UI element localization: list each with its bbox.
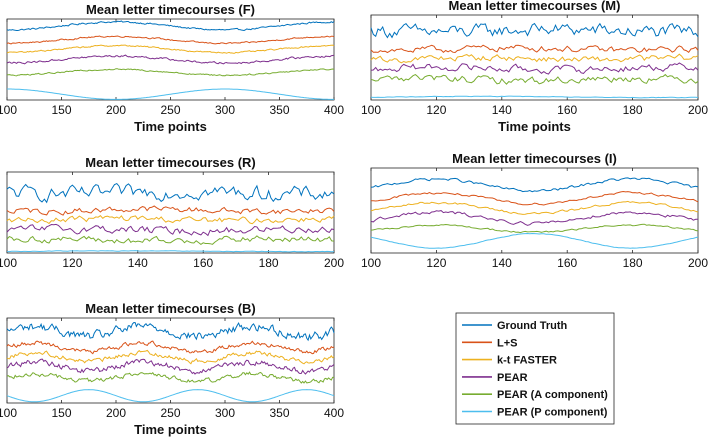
series-line-pear-p-component — [7, 88, 334, 100]
x-tick-label: 100 — [361, 256, 381, 270]
series-line-pear-a-component — [6, 68, 335, 77]
series-line-pear-a-component — [370, 73, 699, 85]
legend-frame — [455, 312, 615, 425]
chart-title: Mean letter timecourses (B) — [85, 301, 256, 316]
chart-title: Mean letter timecourses (R) — [85, 155, 256, 170]
series-line-pear — [6, 54, 335, 65]
chart-title: Mean letter timecourses (F) — [86, 2, 255, 17]
x-tick-label: 300 — [215, 103, 235, 117]
series-line-ground-truth — [370, 22, 699, 39]
series-line-l-s — [6, 340, 335, 355]
x-tick-label: 160 — [193, 256, 213, 270]
axes-frame — [6, 317, 335, 404]
x-tick-label: 150 — [51, 103, 71, 117]
series-line-ground-truth — [370, 177, 699, 193]
x-tick-label: 200 — [106, 406, 126, 420]
series-line-pear-p-component — [370, 232, 699, 249]
series-line-k-t-faster — [6, 349, 335, 365]
series-line-k-t-faster — [6, 215, 335, 225]
series-line-pear-p-component — [6, 389, 335, 403]
series-line-l-s — [371, 190, 699, 206]
x-tick-label: 140 — [128, 256, 148, 270]
x-tick-label: 200 — [688, 103, 708, 117]
series-line-ground-truth — [6, 321, 335, 342]
series-line-pear-a-component — [6, 235, 335, 246]
legend-label: PEAR — [497, 372, 528, 384]
x-tick-label: 100 — [0, 256, 17, 270]
subplot-i: Mean letter timecourses (I) 100 120 140 160 1… — [361, 151, 708, 270]
series-line-pear — [6, 358, 335, 375]
legend-label: PEAR (P component) — [497, 407, 608, 419]
x-tick-label: 400 — [324, 406, 344, 420]
series-line-k-t-faster — [6, 44, 335, 54]
series-line-pear — [370, 62, 699, 75]
x-tick-label: 120 — [426, 103, 446, 117]
series-line-ground-truth — [6, 182, 335, 204]
legend-label: Ground Truth — [497, 320, 568, 332]
x-tick-label: 180 — [259, 256, 279, 270]
subplot-b: Mean letter timecourses (B) 100 150 200 250 3… — [0, 301, 344, 437]
series-line-l-s — [6, 35, 335, 45]
series-line-l-s — [6, 205, 335, 216]
x-tick-label: 300 — [215, 406, 235, 420]
x-tick-label: 400 — [324, 103, 344, 117]
series-line-k-t-faster — [370, 200, 699, 215]
x-axis-label: Time points — [134, 422, 207, 437]
legend-label: PEAR (A component) — [497, 389, 608, 401]
legend-label: k-t FASTER — [497, 355, 557, 367]
x-tick-label: 180 — [623, 103, 643, 117]
x-tick-label: 180 — [623, 256, 643, 270]
series-line-pear-p-component — [370, 95, 699, 99]
subplot-m: Mean letter timecourses (M) 100 120 140 160 1… — [361, 0, 708, 134]
axes-frame — [370, 167, 699, 254]
series-line-pear-p-component — [7, 250, 335, 253]
x-axis-label: Time points — [498, 119, 571, 134]
x-tick-label: 140 — [492, 103, 512, 117]
x-tick-label: 120 — [62, 256, 82, 270]
x-tick-label: 350 — [269, 406, 289, 420]
chart-title: Mean letter timecourses (M) — [449, 0, 621, 13]
x-tick-label: 200 — [688, 256, 708, 270]
subplot-r: Mean letter timecourses (R) 100 120 140 160 1… — [0, 155, 344, 270]
series-line-pear — [6, 223, 335, 237]
x-tick-label: 160 — [557, 256, 577, 270]
series-line-k-t-faster — [370, 53, 699, 64]
x-tick-label: 350 — [269, 103, 289, 117]
x-tick-label: 160 — [557, 103, 577, 117]
chart-title: Mean letter timecourses (I) — [452, 151, 617, 166]
x-tick-label: 100 — [0, 406, 17, 420]
x-tick-label: 140 — [492, 256, 512, 270]
x-tick-label: 250 — [160, 103, 180, 117]
x-tick-label: 150 — [51, 406, 71, 420]
x-tick-label: 200 — [106, 103, 126, 117]
x-tick-label: 200 — [324, 256, 344, 270]
series-line-pear-a-component — [370, 223, 699, 234]
series-line-pear-a-component — [6, 371, 335, 384]
series-line-l-s — [370, 44, 699, 54]
x-tick-label: 100 — [0, 103, 17, 117]
axes-frame — [6, 171, 335, 254]
legend-label: L+S — [497, 337, 517, 349]
x-tick-label: 100 — [361, 103, 381, 117]
legend: Ground Truth L+S k-t FASTER PEAR PEAR (A com… — [455, 312, 615, 425]
subplot-f: Mean letter timecourses (F) 100 150 200 250 3… — [0, 2, 344, 134]
x-axis-label: Time points — [134, 119, 207, 134]
x-tick-label: 250 — [160, 406, 180, 420]
axes-frame — [370, 14, 699, 101]
series-line-pear — [370, 210, 698, 226]
series-line-ground-truth — [6, 20, 335, 32]
x-tick-label: 120 — [426, 256, 446, 270]
